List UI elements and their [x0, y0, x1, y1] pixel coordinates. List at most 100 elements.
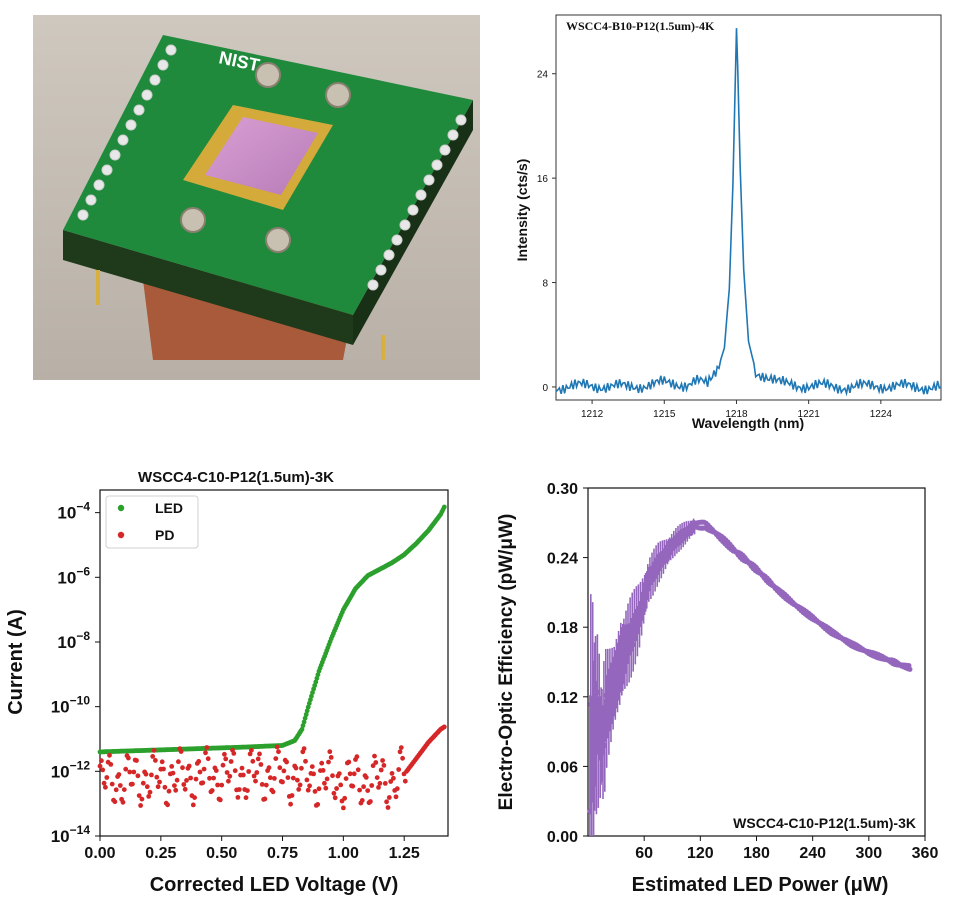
pd-point [249, 747, 254, 753]
spectrum-ylabel: Intensity (cts/s) [514, 159, 530, 262]
pd-point [301, 746, 307, 751]
led-point [313, 679, 319, 685]
pd-point [200, 780, 206, 786]
efficiency-ytick-label: 0.00 [547, 829, 578, 846]
pd-point [157, 779, 162, 785]
pd-point [138, 803, 144, 808]
iv-ytick-label: 10−10 [51, 694, 91, 717]
efficiency-ytick-label: 0.06 [547, 759, 578, 776]
led-point [305, 704, 311, 710]
pd-point [342, 795, 348, 801]
pd-point [182, 786, 188, 792]
pd-point [117, 783, 123, 788]
iv-legend: LED PD [105, 495, 199, 549]
pd-point [204, 745, 210, 750]
pd-point [146, 794, 152, 799]
pd-point [322, 780, 327, 786]
pd-point [378, 767, 384, 773]
pd-point [299, 765, 304, 771]
pd-point [272, 776, 277, 781]
pd-point [334, 786, 339, 791]
pd-point [363, 775, 369, 780]
pd-point [274, 744, 280, 750]
pd-point [398, 745, 404, 750]
pd-point [384, 799, 389, 805]
led-point [302, 715, 308, 721]
pd-point [377, 781, 383, 786]
pd-point [140, 780, 146, 786]
pd-point [172, 783, 177, 788]
spectrum-line [555, 28, 942, 397]
pd-point [192, 795, 198, 800]
pd-point [376, 785, 381, 790]
pd-point [107, 752, 112, 758]
pd-point [331, 790, 337, 796]
pd-point [169, 764, 175, 769]
spectrum-title: WSCC4-B10-P12(1.5um)-4K [566, 19, 715, 33]
pd-point [372, 753, 377, 759]
iv-ytick-label: 10−6 [57, 564, 90, 587]
pd-point [341, 805, 346, 811]
pd-point [350, 783, 356, 789]
pd-point [324, 776, 330, 782]
spectrum-ytick-label: 0 [542, 383, 548, 394]
pd-point [441, 724, 447, 730]
pd-point [178, 749, 184, 754]
pd-point [369, 783, 375, 788]
pd-point [388, 779, 394, 784]
pd-point [277, 765, 283, 771]
pd-point [338, 782, 344, 788]
pd-point [176, 759, 181, 765]
pd-point [380, 758, 385, 763]
pd-point [326, 759, 331, 765]
pd-point [396, 767, 402, 772]
pd-point [97, 763, 103, 769]
pd-point [368, 799, 373, 804]
pd-point [397, 749, 403, 755]
efficiency-xlabel: Estimated LED Power (μW) [632, 874, 889, 896]
pd-point [151, 748, 157, 753]
pd-point [136, 793, 142, 798]
pd-point [153, 758, 158, 763]
pd-point [224, 770, 230, 775]
pd-point [203, 750, 208, 756]
pd-point [108, 762, 114, 767]
pd-point [220, 762, 226, 768]
pd-point [240, 772, 246, 778]
pd-point [236, 787, 242, 792]
pd-point [112, 799, 118, 805]
pd-point [103, 784, 108, 790]
pd-point [355, 767, 361, 773]
pd-point [134, 758, 139, 763]
pd-point [315, 802, 321, 807]
pd-point [250, 758, 256, 764]
pd-point [311, 771, 316, 777]
pd-point [347, 771, 353, 777]
iv-ytick-label: 10−4 [57, 500, 90, 523]
pd-point [245, 788, 250, 793]
pd-point [254, 770, 260, 775]
pd-point [304, 777, 310, 783]
iv-xlabel: Corrected LED Voltage (V) [150, 874, 399, 896]
pd-point [381, 763, 387, 768]
iv-xtick-label: 0.50 [206, 845, 237, 862]
circuit-board-photo: NIST [33, 15, 480, 380]
pd-point [280, 779, 285, 785]
pd-point [228, 759, 234, 764]
pd-point [297, 782, 303, 788]
pd-point [188, 775, 194, 781]
spectrum-xtick-label: 1221 [798, 409, 821, 420]
pd-point [394, 786, 400, 792]
pd-point [144, 784, 150, 790]
pd-point [365, 788, 371, 793]
pd-point [190, 802, 196, 808]
led-point [309, 693, 314, 699]
pd-point [354, 754, 360, 760]
pd-point [257, 751, 262, 757]
pd-point [312, 789, 318, 794]
pd-point [391, 775, 396, 781]
pd-point [303, 758, 308, 764]
device-photo: NIST [33, 15, 480, 380]
pd-point [357, 787, 362, 793]
led-point [301, 719, 307, 725]
